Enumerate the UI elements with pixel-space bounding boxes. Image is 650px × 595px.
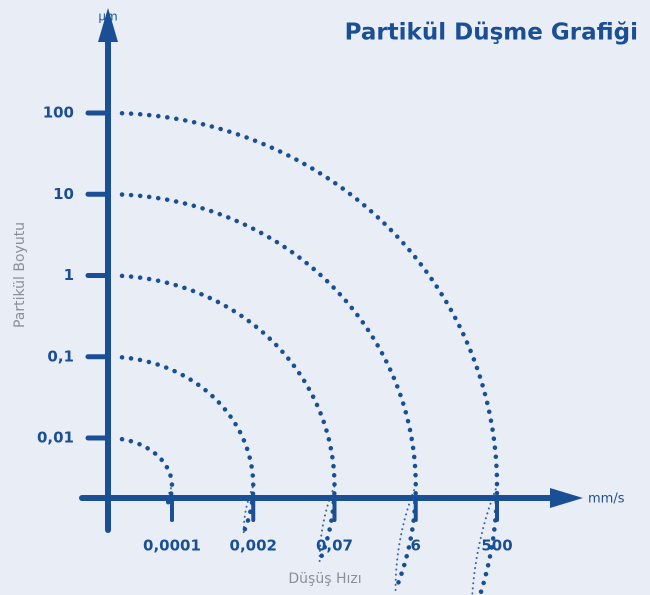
y-arrow: [98, 8, 118, 42]
fall-curve: [119, 436, 175, 506]
fall-curve-tail: [318, 485, 336, 563]
x-unit: mm/s: [588, 492, 625, 507]
y-tick-label: 100: [43, 104, 74, 122]
fall-curve-tail: [471, 485, 498, 595]
x-tick-label: 0,0001: [143, 537, 201, 555]
x-axis-title: Düşüş Hızı: [288, 571, 361, 587]
y-tick-label: 0,1: [47, 347, 74, 365]
x-arrow: [550, 488, 583, 508]
y-tick-label: 10: [53, 185, 74, 203]
x-tick-label: 0,002: [230, 537, 277, 555]
x-tick-label: 6: [411, 537, 421, 555]
fall-curve-tail: [394, 485, 417, 591]
chart-title: Partikül Düşme Grafiği: [345, 20, 638, 46]
y-tick-label: 0,01: [37, 429, 74, 447]
axes: [79, 8, 583, 533]
fall-curve: [119, 355, 256, 535]
fall-curve: [119, 110, 500, 595]
y-axis-title: Partikül Boyutu: [12, 222, 28, 328]
x-tick-label: 500: [481, 537, 512, 555]
x-tick-label: 0,07: [316, 537, 353, 555]
y-tick-label: 1: [64, 266, 74, 284]
fall-curve-tail: [166, 485, 173, 505]
